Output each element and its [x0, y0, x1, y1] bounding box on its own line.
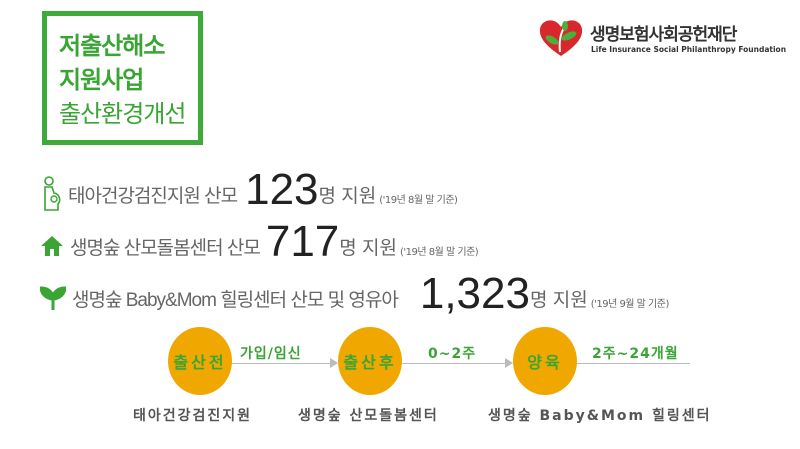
title-box: 저출산해소 지원사업 출산환경개선	[42, 11, 203, 145]
stage-label: 출산전	[173, 353, 227, 372]
stat-label: 생명숲 산모돌봄센터 산모	[70, 238, 261, 259]
stat-row-parenting: 생명숲 Baby&Mom 힐링센터 산모 및 영유아 1,323 명 지원 ('…	[40, 272, 669, 316]
stage-prenatal: 출산전	[168, 327, 232, 395]
stage-label: 양육	[527, 353, 563, 372]
timeline-line	[230, 363, 330, 364]
stat-note: ('19년 9월 말 기준)	[590, 299, 670, 310]
house-icon	[41, 236, 63, 256]
stage-program: 태아건강검진지원	[133, 408, 253, 424]
stage-label: 출산후	[343, 353, 397, 372]
timeline-line	[400, 363, 505, 364]
title-line-1: 저출산해소	[59, 32, 165, 60]
heart-leaf-logo-icon	[539, 20, 583, 56]
stat-note: ('19년 8월 말 기준)	[379, 195, 458, 206]
stat-label: 생명숲 Baby&Mom 힐링센터 산모 및 영유아	[72, 290, 399, 311]
sprout-icon	[40, 286, 66, 310]
stat-value: 123	[245, 165, 319, 214]
logo-name-en: Life Insurance Social Philanthropy Found…	[591, 45, 787, 54]
stat-row-postnatal: 생명숲 산모돌봄센터 산모 717 명 지원 ('19년 8월 말 기준)	[40, 217, 479, 266]
stage-program: 생명숲 산모돌봄센터	[298, 408, 439, 424]
stage-postnatal: 출산후	[338, 327, 402, 395]
stage-parenting: 양육	[513, 327, 577, 395]
stat-note: ('19년 8월 말 기준)	[400, 247, 479, 258]
stat-unit: 명 지원	[318, 186, 377, 207]
stage-program: 생명숲 Baby&Mom 힐링센터	[488, 408, 712, 424]
stat-value: 717	[265, 217, 340, 266]
pregnant-woman-icon	[44, 176, 61, 211]
stat-unit: 명 지원	[529, 290, 588, 311]
arrow-icon	[330, 358, 338, 368]
stat-unit: 명 지원	[339, 238, 397, 259]
segment-label: 가입/임신	[240, 346, 302, 362]
stat-label: 태아건강검진지원 산모	[68, 186, 238, 207]
segment-label: 2주~24개월	[592, 346, 679, 362]
stat-value: 1,323	[419, 269, 530, 318]
timeline-line	[575, 363, 690, 364]
title-line-3: 출산환경개선	[59, 100, 186, 128]
segment-label: 0~2주	[428, 346, 477, 362]
logo-name-ko: 생명보험사회공헌재단	[590, 25, 737, 45]
stat-row-prenatal: 태아건강검진지원 산모 123 명 지원 ('19년 8월 말 기준)	[40, 165, 458, 214]
arrow-icon	[505, 358, 513, 368]
title-line-2: 지원사업	[59, 66, 144, 94]
